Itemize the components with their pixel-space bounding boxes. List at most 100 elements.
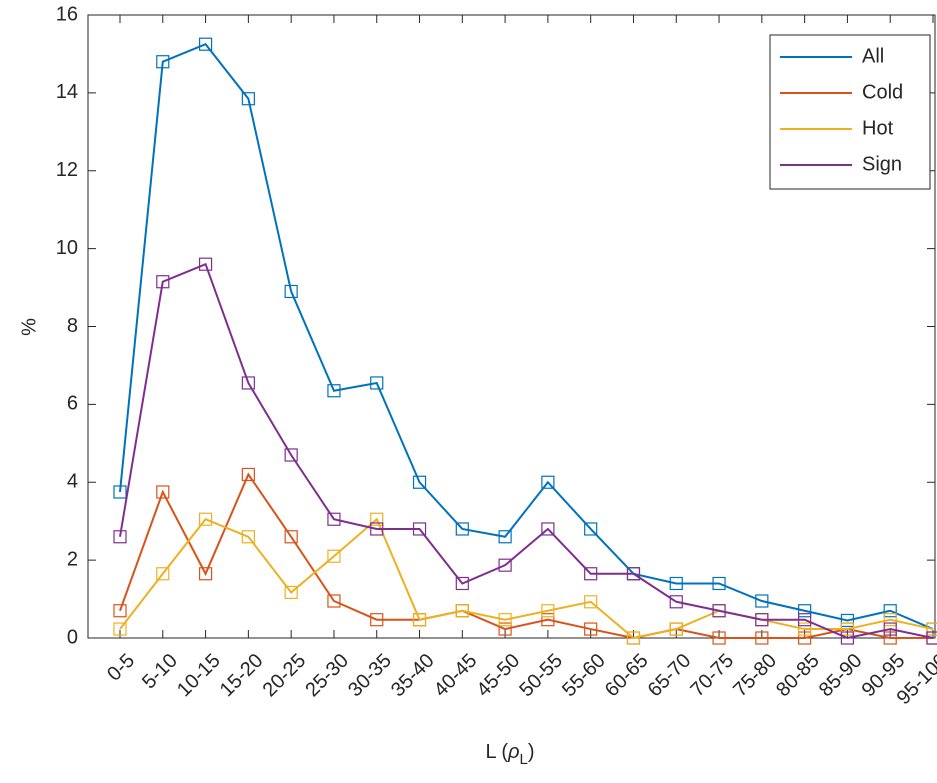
marker xyxy=(241,376,255,390)
marker xyxy=(284,284,298,299)
marker xyxy=(840,631,855,645)
marker xyxy=(883,622,897,636)
y-tick-label: 4 xyxy=(67,471,78,493)
x-tick-label: 35-40 xyxy=(387,650,439,702)
marker xyxy=(284,530,298,544)
x-label-part: ) xyxy=(528,741,535,763)
marker xyxy=(113,485,127,499)
x-label-part: ρ xyxy=(507,741,519,763)
marker xyxy=(712,576,726,591)
series-line xyxy=(119,262,934,640)
legend-label: Hot xyxy=(862,117,894,139)
marker xyxy=(840,622,855,636)
marker xyxy=(455,576,469,591)
marker xyxy=(883,604,897,618)
marker xyxy=(113,530,127,544)
marker xyxy=(883,631,897,645)
series-line xyxy=(119,517,934,640)
x-tick-label: 45-50 xyxy=(473,650,525,702)
marker xyxy=(156,55,170,69)
marker xyxy=(926,622,937,636)
marker xyxy=(370,376,384,390)
marker xyxy=(156,485,170,499)
legend-box xyxy=(769,34,931,190)
marker xyxy=(327,594,341,608)
x-tick-label: 10-15 xyxy=(173,650,225,702)
y-tick-label: 16 xyxy=(56,3,78,25)
y-tick-label: 2 xyxy=(67,548,78,570)
marker xyxy=(541,522,555,536)
marker xyxy=(584,595,598,609)
x-tick-label: 75-80 xyxy=(729,650,781,702)
y-tick-label: 10 xyxy=(56,237,78,259)
marker xyxy=(198,37,213,51)
marker xyxy=(455,604,469,618)
marker xyxy=(669,622,683,636)
marker xyxy=(541,604,555,618)
x-tick-label: 55-60 xyxy=(558,650,610,702)
x-axis-label: L (ρL) xyxy=(485,741,534,768)
marker xyxy=(241,92,255,106)
y-tick-label: 0 xyxy=(67,626,78,648)
marker xyxy=(626,631,641,645)
marker xyxy=(113,604,127,618)
y-tick-label: 6 xyxy=(67,393,78,415)
marker xyxy=(541,613,555,627)
marker xyxy=(113,622,127,636)
marker xyxy=(198,512,213,526)
marker xyxy=(284,585,298,600)
marker xyxy=(455,522,469,536)
marker xyxy=(156,275,170,289)
marker xyxy=(840,613,855,628)
marker xyxy=(626,567,641,581)
marker xyxy=(498,558,512,572)
x-tick-label: 0-5 xyxy=(103,650,139,686)
marker xyxy=(798,604,812,618)
marker xyxy=(412,613,427,627)
marker xyxy=(798,631,812,645)
marker xyxy=(584,567,598,581)
marker xyxy=(798,613,812,627)
y-tick-label: 12 xyxy=(56,159,78,181)
marker xyxy=(712,631,726,645)
marker xyxy=(370,613,384,627)
marker xyxy=(755,631,769,645)
marker xyxy=(284,448,298,462)
marker xyxy=(370,522,384,536)
marker xyxy=(498,530,512,544)
x-tick-label: 60-65 xyxy=(601,650,653,702)
marker xyxy=(926,631,937,645)
marker xyxy=(327,549,341,563)
y-axis-label: % xyxy=(18,318,40,336)
x-tick-label: 85-90 xyxy=(815,650,867,702)
marker xyxy=(327,384,341,398)
x-tick-label: 70-75 xyxy=(686,650,738,702)
legend-label: All xyxy=(862,45,884,67)
marker xyxy=(669,576,683,591)
y-tick-label: 8 xyxy=(67,315,78,337)
x-label-part: L xyxy=(520,751,528,768)
marker xyxy=(241,467,255,482)
marker xyxy=(241,530,255,544)
marker xyxy=(412,475,427,489)
marker xyxy=(712,604,726,618)
marker xyxy=(883,613,897,627)
marker xyxy=(755,594,769,608)
marker xyxy=(327,512,341,526)
series-line xyxy=(119,472,933,640)
x-tick-label: 40-45 xyxy=(430,650,482,702)
marker xyxy=(755,613,769,627)
series-line xyxy=(119,42,934,630)
marker xyxy=(198,257,213,271)
x-tick-label: 30-35 xyxy=(344,650,396,702)
marker xyxy=(498,613,512,627)
x-tick-label: 80-85 xyxy=(772,650,824,702)
marker xyxy=(669,595,683,609)
marker xyxy=(498,622,512,636)
marker xyxy=(156,567,170,581)
x-tick-label: 15-20 xyxy=(216,650,268,702)
y-tick-label: 14 xyxy=(56,81,78,103)
legend-label: Cold xyxy=(862,81,903,103)
marker xyxy=(370,512,384,526)
